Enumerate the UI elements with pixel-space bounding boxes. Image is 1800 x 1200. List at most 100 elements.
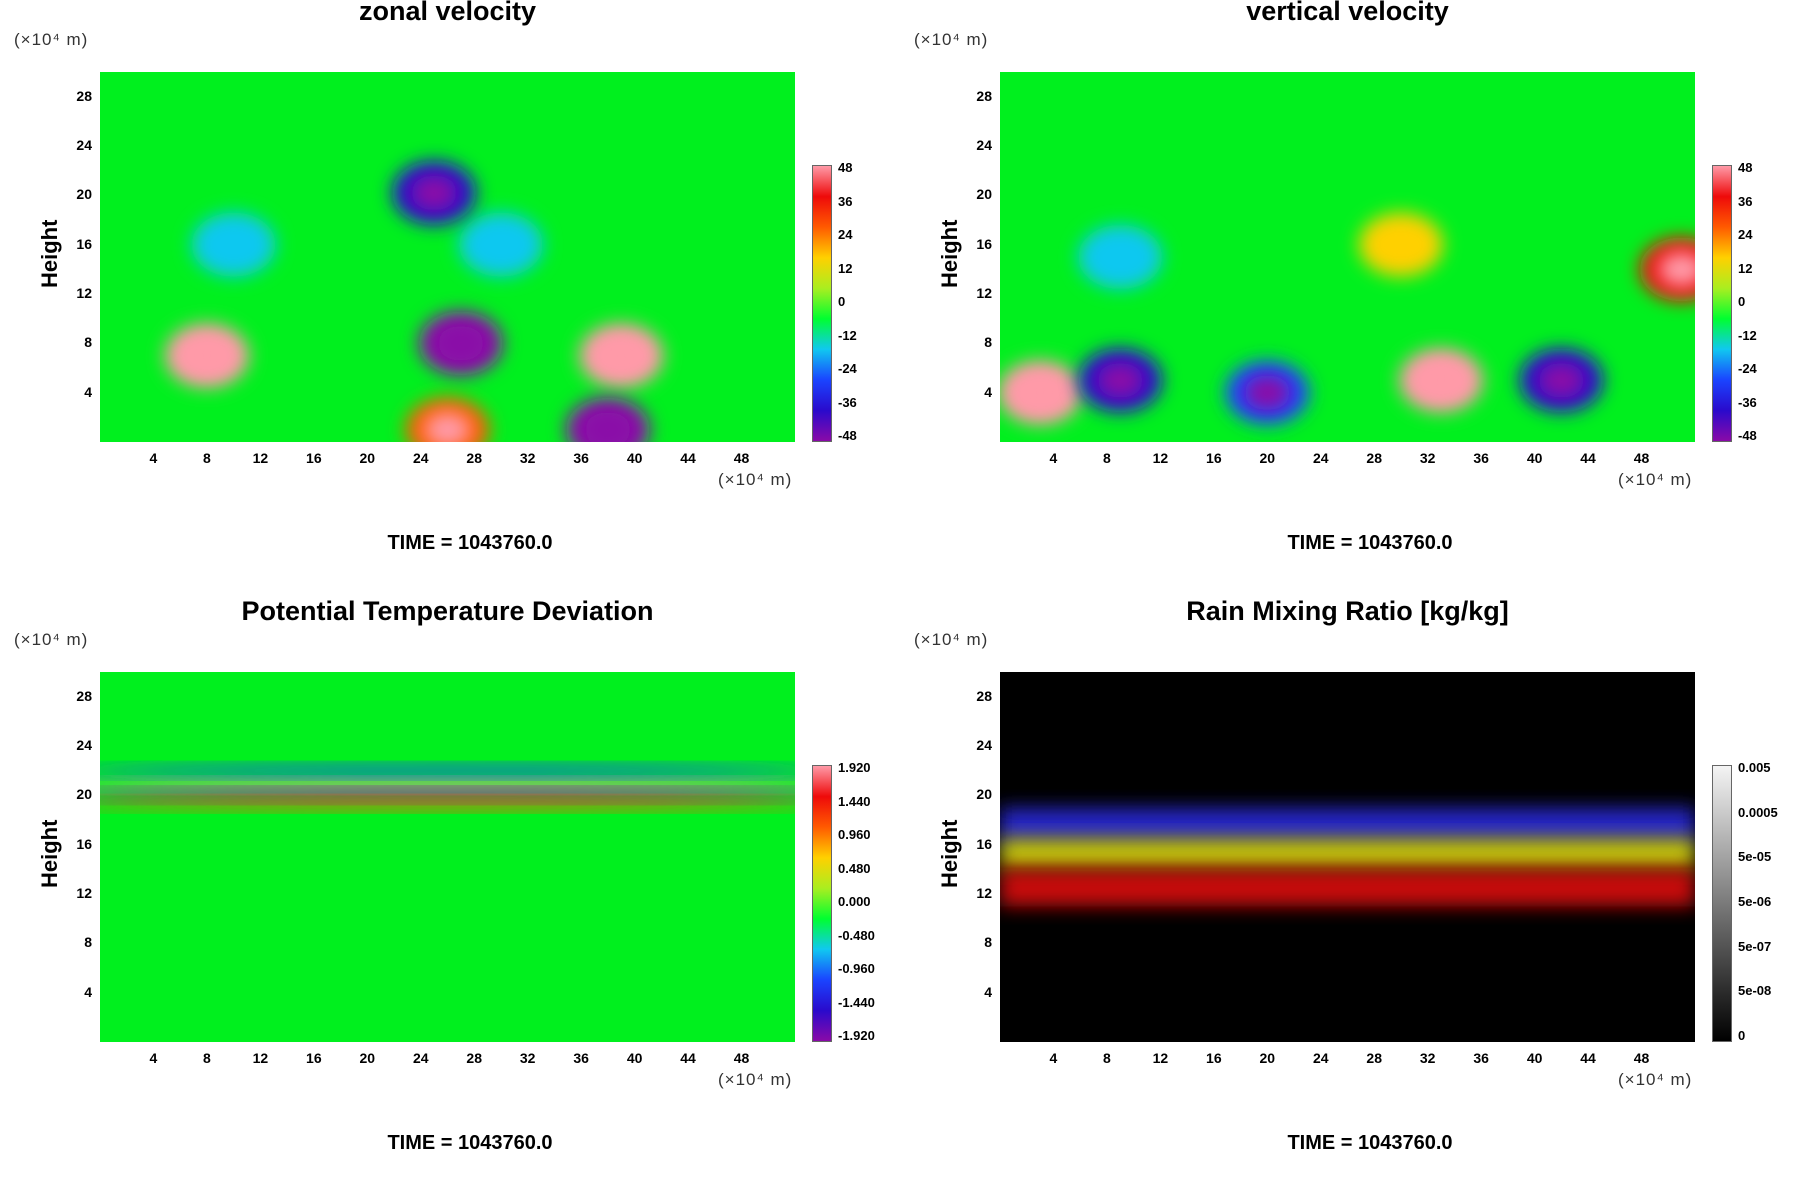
- x-tick-label: 32: [1419, 450, 1436, 466]
- chart-title: Rain Mixing Ratio [kg/kg]: [1186, 596, 1509, 626]
- heatmap-area: [1000, 672, 1695, 1042]
- x-tick-label: 24: [1312, 450, 1329, 466]
- x-tick-label: 32: [519, 450, 536, 466]
- colorbar: [812, 165, 832, 442]
- y-tick-label: 24: [976, 737, 992, 753]
- x-tick-label: 16: [306, 450, 322, 466]
- y-tick-label: 28: [976, 687, 992, 704]
- heatmap-feature-core: [1417, 362, 1465, 398]
- y-tick-label: 20: [76, 186, 92, 203]
- y-tick-label: 24: [76, 137, 92, 153]
- heatmap-feature-core: [411, 175, 458, 211]
- colorbar: [1712, 765, 1732, 1042]
- x-tick-label: 48: [733, 450, 750, 466]
- colorbar-tick-label: -1.920: [838, 1028, 875, 1043]
- colorbar-tick-label: -48: [1738, 428, 1757, 443]
- colorbar-tick-label: 5e-06: [1738, 894, 1772, 909]
- y-unit-label: (×10⁴ m): [914, 630, 989, 649]
- panel-vertical-velocity: vertical velocity (×10⁴ m) Height 28 24 20…: [900, 0, 1800, 600]
- y-tick-label: 8: [984, 934, 992, 951]
- colorbar-tick-label: 0.0005: [1738, 804, 1778, 820]
- x-tick-label: 24: [412, 1050, 429, 1066]
- y-tick-label: 20: [976, 786, 992, 803]
- x-tick-label: 48: [733, 1050, 750, 1066]
- colorbar-tick-label: 24: [838, 227, 853, 242]
- y-tick-label: 8: [84, 334, 92, 351]
- heatmap-area: [100, 672, 795, 1042]
- colorbar-tick-label: 0: [1738, 294, 1746, 309]
- x-tick-label: 32: [1419, 1050, 1436, 1066]
- heatmap-feature: [458, 212, 543, 277]
- heatmap-feature: [100, 798, 795, 809]
- colorbar: [812, 765, 832, 1042]
- time-label: TIME = 1043760.0: [1287, 1132, 1453, 1154]
- colorbar: [1712, 165, 1732, 442]
- y-tick-label: 12: [76, 885, 92, 901]
- y-tick-label: 12: [976, 885, 992, 901]
- y-tick-label: 4: [84, 983, 92, 1000]
- x-tick-label: 16: [1206, 450, 1222, 466]
- x-tick-label: 44: [680, 1050, 696, 1066]
- rain-layer-yellow: [1000, 838, 1695, 870]
- x-tick-label: 48: [1633, 1050, 1650, 1066]
- colorbar-tick-label: 24: [1738, 227, 1753, 242]
- y-tick-label: 4: [84, 383, 92, 400]
- heatmap-feature-core: [1658, 251, 1695, 287]
- heatmap-feature: [100, 765, 795, 776]
- colorbar-tick-label: 12: [1738, 260, 1753, 276]
- y-axis-label: Height: [937, 819, 962, 888]
- colorbar-tick-label: 36: [1738, 193, 1753, 209]
- y-tick-label: 12: [76, 285, 92, 301]
- heatmap-feature-core: [1097, 362, 1144, 398]
- heatmap-feature-core: [584, 412, 631, 442]
- y-tick-label: 28: [976, 87, 992, 104]
- x-tick-label: 4: [1049, 450, 1058, 466]
- colorbar-tick-label: 5e-05: [1738, 849, 1772, 865]
- chart-title: vertical velocity: [1246, 0, 1449, 26]
- x-tick-label: 4: [149, 450, 158, 466]
- y-tick-label: 16: [76, 235, 92, 252]
- x-tick-label: 12: [252, 450, 269, 466]
- colorbar-tick-label: 0: [838, 294, 846, 309]
- x-tick-label: 44: [680, 450, 696, 466]
- rain-layer-red: [1000, 869, 1695, 907]
- colorbar-tick-label: 5e-07: [1738, 938, 1772, 954]
- colorbar-tick-label: -0.960: [838, 961, 875, 976]
- heatmap-feature-core: [424, 412, 471, 442]
- colorbar-tick-label: -36: [838, 394, 857, 410]
- x-tick-label: 16: [306, 1050, 322, 1066]
- panel-rain-mixing-ratio: Rain Mixing Ratio [kg/kg] (×10⁴ m) Heigh…: [900, 596, 1800, 1200]
- x-tick-label: 48: [1633, 450, 1650, 466]
- time-label: TIME = 1043760.0: [387, 532, 553, 554]
- x-tick-label: 40: [1526, 1050, 1543, 1066]
- y-tick-label: 16: [76, 835, 92, 852]
- y-axis-label: Height: [37, 819, 62, 888]
- x-tick-label: 44: [1580, 450, 1596, 466]
- x-tick-label: 8: [203, 1050, 211, 1066]
- y-tick-label: 8: [84, 934, 92, 951]
- colorbar-tick-label: 0.960: [838, 827, 871, 842]
- y-unit-label: (×10⁴ m): [914, 30, 989, 49]
- colorbar-tick-label: 36: [838, 193, 853, 209]
- x-tick-label: 40: [1526, 450, 1543, 466]
- colorbar-tick-label: 48: [1738, 160, 1753, 175]
- colorbar-tick-label: 0.000: [838, 894, 871, 909]
- x-tick-label: 4: [149, 1050, 158, 1066]
- colorbar-tick-label: 1.440: [838, 793, 871, 809]
- heatmap-area: [100, 72, 795, 442]
- colorbar-tick-label: -1.440: [838, 994, 875, 1010]
- panel-potential-temperature: Potential Temperature Deviation (×10⁴ m)…: [0, 596, 900, 1200]
- x-tick-label: 40: [626, 450, 643, 466]
- heatmap-feature-core: [437, 325, 484, 361]
- x-tick-label: 36: [1473, 450, 1489, 466]
- y-tick-label: 4: [984, 983, 992, 1000]
- colorbar-tick-label: -48: [838, 428, 857, 443]
- heatmap-feature: [1078, 225, 1163, 289]
- colorbar-tick-label: -36: [1738, 394, 1757, 410]
- colorbar-tick-label: 0.005: [1738, 760, 1771, 775]
- y-tick-label: 28: [76, 687, 92, 704]
- heatmap-feature-core: [1538, 362, 1585, 398]
- time-label: TIME = 1043760.0: [387, 1132, 553, 1154]
- heatmap-background: [100, 672, 795, 1042]
- chart-title: zonal velocity: [358, 0, 537, 26]
